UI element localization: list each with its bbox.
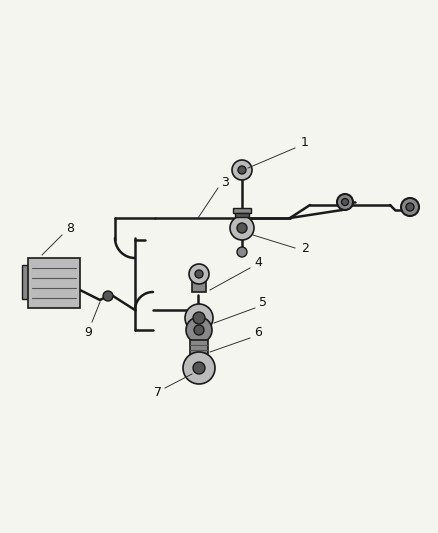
Circle shape [232,160,252,180]
Circle shape [194,325,204,335]
Bar [28,258,80,308]
Circle shape [103,291,113,301]
Circle shape [230,216,254,240]
Text: 6: 6 [254,326,262,338]
Circle shape [237,223,247,233]
Text: 1: 1 [301,136,309,149]
Circle shape [185,304,213,332]
Circle shape [193,362,205,374]
Circle shape [189,264,209,284]
Text: 8: 8 [66,222,74,235]
Circle shape [195,270,203,278]
Circle shape [183,352,215,384]
Text: 5: 5 [259,296,267,310]
Circle shape [237,247,247,257]
Bar [22,265,30,299]
Circle shape [186,317,212,343]
Text: 2: 2 [301,241,309,254]
Bar [233,208,251,213]
Bar [235,213,249,217]
Circle shape [401,198,419,216]
Circle shape [337,194,353,210]
Circle shape [238,166,246,174]
Text: 7: 7 [154,385,162,399]
Text: 9: 9 [84,326,92,338]
Circle shape [193,312,205,324]
Bar [192,280,206,292]
Text: 4: 4 [254,256,262,270]
Circle shape [342,198,349,206]
Bar [190,340,208,362]
Circle shape [406,203,414,211]
Text: 3: 3 [221,176,229,190]
